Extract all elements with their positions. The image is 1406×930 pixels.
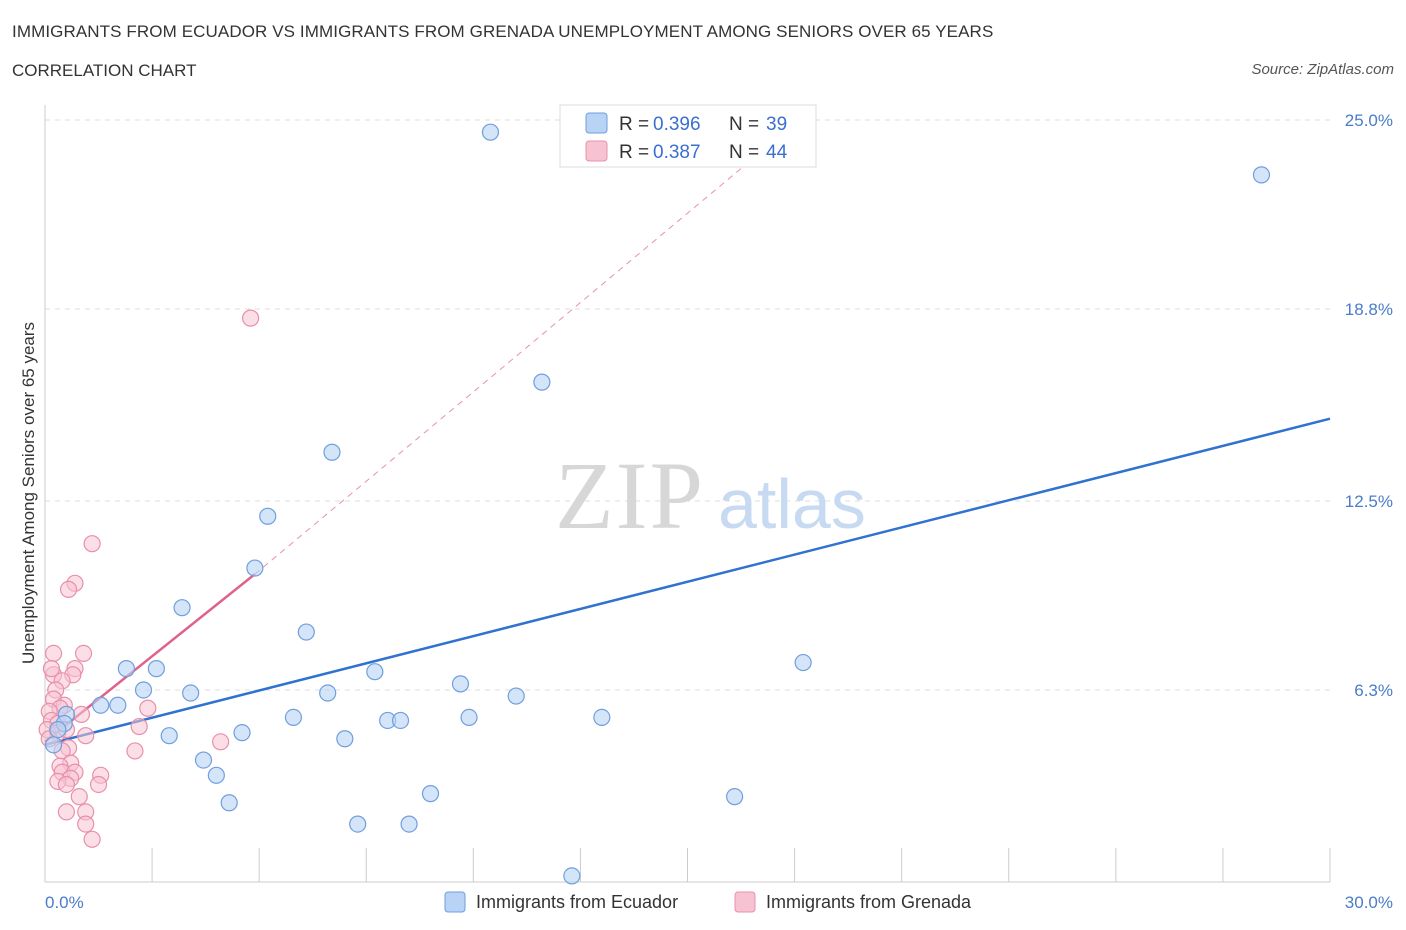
- series-legend-label-ecuador: Immigrants from Ecuador: [476, 892, 678, 912]
- ecuador-points: [44, 123, 1271, 885]
- grenada-point-3: [59, 580, 78, 598]
- ecuador-point-1: [1252, 166, 1271, 184]
- ecuador-point-31: [194, 751, 213, 769]
- series-legend-label-grenada: Immigrants from Grenada: [766, 892, 972, 912]
- ecuador-point-10: [147, 660, 165, 678]
- legend-n-value-grenada: 44: [766, 142, 788, 163]
- ecuador-point-11: [366, 663, 384, 681]
- grenada-point-14: [139, 699, 157, 717]
- chart-title: IMMIGRANTS FROM ECUADOR VS IMMIGRANTS FR…: [12, 22, 994, 41]
- grenada-point-36: [70, 788, 88, 806]
- y-tick-labels: 6.3% 12.5% 18.8% 25.0%: [1345, 111, 1393, 700]
- grenada-point-35: [89, 775, 108, 794]
- grenada-point-23: [212, 733, 230, 751]
- chart-subtitle: CORRELATION CHART: [12, 61, 197, 80]
- source-note: Source: ZipAtlas.com: [1251, 61, 1394, 78]
- x-tick-label-min: 0.0%: [45, 893, 84, 912]
- ecuador-point-16: [507, 687, 525, 705]
- ecuador-point-5: [246, 559, 264, 577]
- ecuador-point-13: [134, 681, 153, 699]
- ecuador-point-4: [259, 507, 277, 525]
- ecuador-point-32: [207, 766, 225, 784]
- grenada-point-4: [44, 644, 63, 663]
- grenada-point-22: [77, 727, 95, 745]
- grid-lines: [45, 119, 1330, 691]
- ecuador-point-29: [336, 730, 354, 748]
- grenada-point-26: [126, 742, 144, 760]
- ecuador-point-37: [400, 815, 418, 833]
- legend-n-label-grenada: N =: [729, 142, 764, 163]
- watermark-zip: ZIP: [555, 442, 705, 549]
- x-tick-label-max: 30.0%: [1345, 893, 1393, 912]
- grenada-point-19: [130, 717, 148, 736]
- ecuador-point-28: [233, 724, 251, 742]
- ecuador-point-0: [481, 123, 500, 141]
- ecuador-point-9: [117, 660, 135, 678]
- ecuador-point-27: [160, 727, 178, 745]
- grenada-point-39: [77, 815, 95, 833]
- legend-n-value-ecuador: 39: [766, 114, 787, 135]
- series-legend-swatch-grenada: [734, 891, 756, 913]
- watermark-atlas: atlas: [718, 465, 866, 543]
- ecuador-point-3: [323, 443, 341, 461]
- stats-legend: R = 0.396 N = 39 R = 0.387 N = 44: [559, 104, 817, 168]
- grenada-point-37: [57, 803, 76, 821]
- ecuador-trend-line: [44, 417, 1331, 747]
- grenada-point-1: [83, 535, 101, 553]
- ecuador-point-36: [349, 815, 367, 833]
- grenada-point-5: [74, 644, 93, 663]
- ecuador-point-14: [182, 684, 200, 702]
- ecuador-point-33: [421, 785, 440, 803]
- ecuador-point-15: [319, 684, 337, 702]
- legend-r-value-ecuador: 0.396: [653, 114, 701, 135]
- legend-r-label-ecuador: R =: [619, 114, 654, 135]
- ecuador-point-34: [726, 788, 744, 806]
- watermark: ZIP atlas: [555, 442, 866, 549]
- legend-swatch-ecuador: [585, 112, 608, 134]
- ecuador-point-7: [297, 623, 315, 641]
- grenada-point-34: [57, 775, 76, 794]
- ecuador-point-6: [173, 599, 191, 617]
- ecuador-point-12: [451, 675, 470, 693]
- series-legend-swatch-ecuador: [444, 891, 466, 913]
- ecuador-point-18: [109, 696, 127, 714]
- series-legend: Immigrants from Ecuador Immigrants from …: [444, 891, 972, 913]
- ecuador-point-30: [44, 736, 63, 754]
- ecuador-point-17: [92, 696, 110, 714]
- ecuador-point-38: [563, 867, 581, 885]
- y-tick-label-3: 25.0%: [1345, 111, 1393, 130]
- grenada-point-40: [83, 830, 101, 848]
- grenada-points: [38, 309, 260, 848]
- ecuador-point-2: [533, 373, 551, 391]
- grenada-trend-extension: [254, 159, 753, 575]
- y-tick-label-1: 12.5%: [1345, 492, 1393, 511]
- legend-r-value-grenada: 0.387: [653, 142, 701, 163]
- legend-r-label-grenada: R =: [619, 142, 654, 163]
- ecuador-point-23: [391, 711, 410, 730]
- ecuador-point-20: [460, 708, 478, 727]
- ecuador-point-19: [284, 708, 303, 727]
- x-tick-marks: [44, 848, 1331, 882]
- legend-n-label-ecuador: N =: [729, 114, 764, 135]
- ecuador-point-8: [794, 653, 812, 672]
- y-axis-label: Unemployment Among Seniors over 65 years: [19, 322, 38, 664]
- legend-swatch-grenada: [585, 140, 608, 162]
- ecuador-point-35: [220, 794, 238, 812]
- grenada-point-0: [242, 309, 260, 327]
- ecuador-point-26: [49, 720, 67, 739]
- grenada-point-42: [42, 660, 61, 678]
- ecuador-point-21: [593, 708, 611, 727]
- y-tick-label-0: 6.3%: [1354, 681, 1393, 700]
- grenada-point-16: [72, 705, 91, 723]
- y-tick-label-2: 18.8%: [1345, 300, 1393, 319]
